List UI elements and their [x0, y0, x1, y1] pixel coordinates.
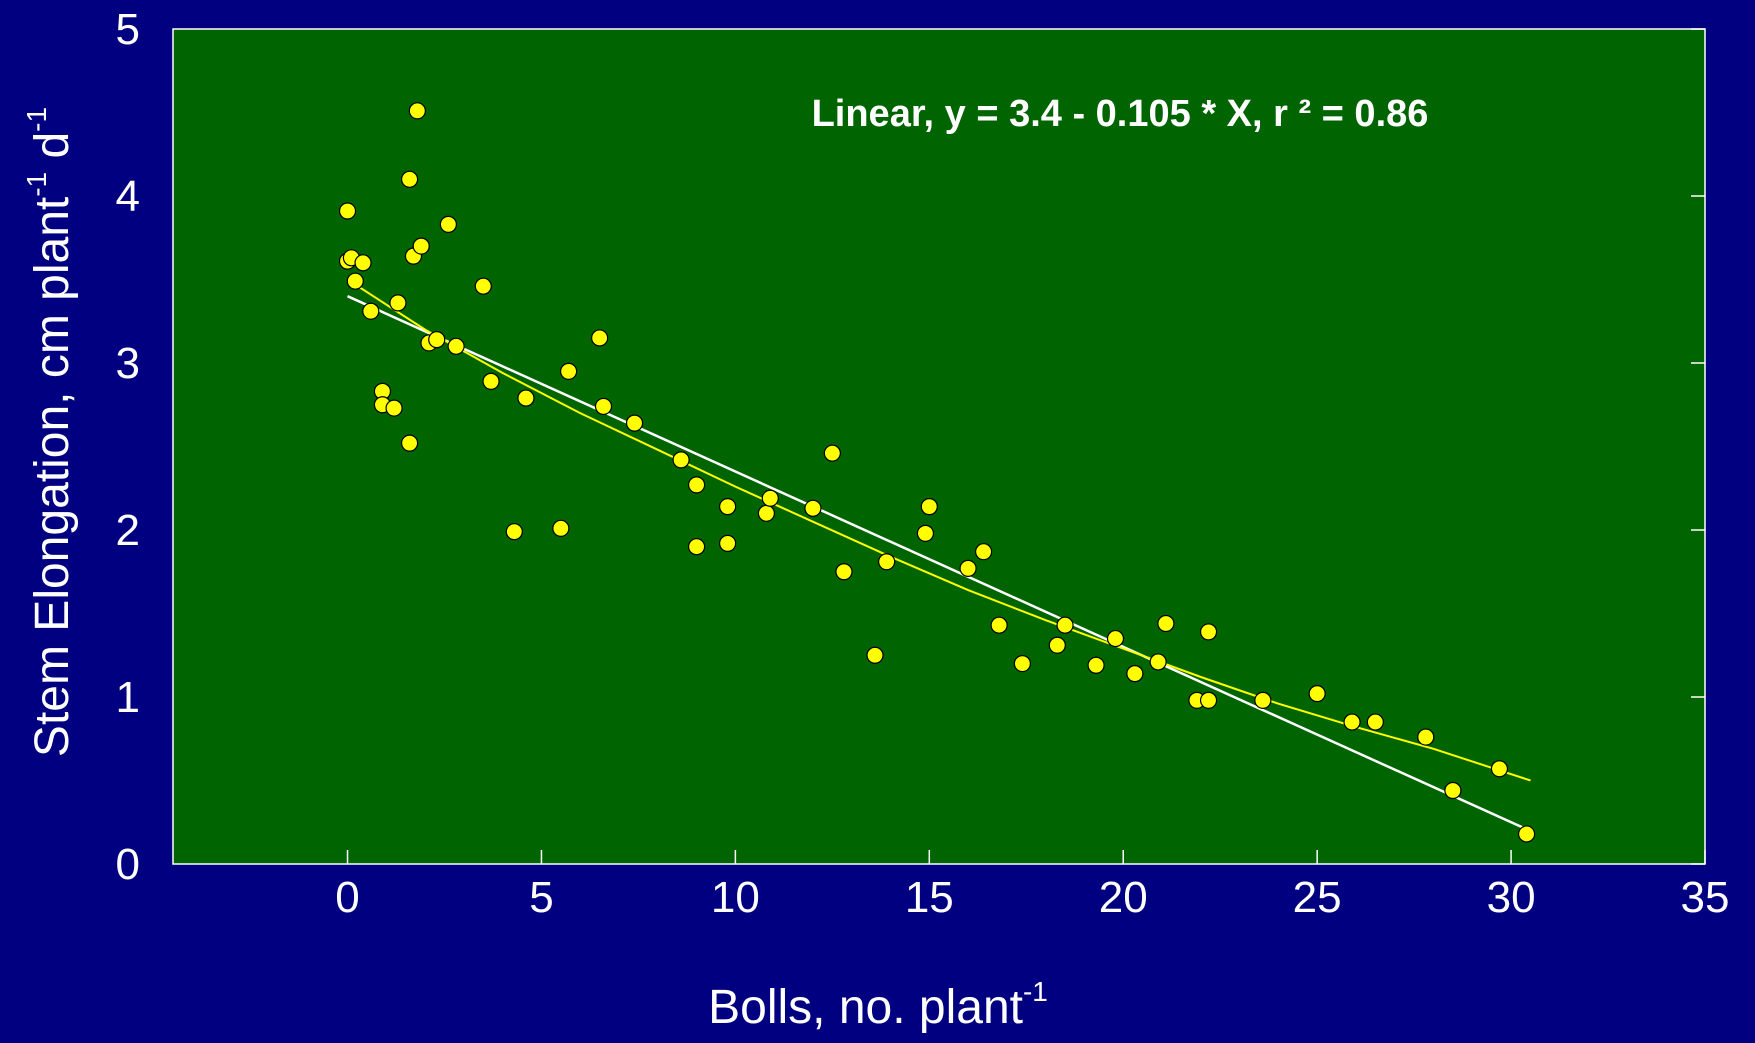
data-point — [1126, 665, 1144, 683]
data-point — [439, 215, 457, 233]
data-point — [338, 202, 357, 220]
data-point — [1417, 728, 1435, 746]
linear-fit-line — [347, 295, 1531, 833]
data-point — [505, 523, 523, 541]
data-point — [560, 362, 578, 380]
data-point — [1149, 653, 1167, 671]
data-point — [1048, 636, 1066, 654]
data-points — [338, 102, 1536, 843]
y-tick-label: 1 — [116, 673, 140, 722]
data-point — [672, 451, 690, 469]
y-axis-title-sup1: -1 — [21, 172, 52, 197]
y-axis-tick-labels: 0 1 2 3 4 5 — [116, 5, 140, 889]
x-tick-label: 35 — [1681, 873, 1730, 922]
data-point — [1157, 614, 1175, 633]
data-point — [1343, 713, 1361, 731]
data-point — [687, 476, 706, 494]
data-point — [1366, 713, 1384, 731]
data-point — [1199, 623, 1218, 641]
y-axis-title-main: Stem Elongation, cm plant — [26, 197, 79, 757]
data-point — [866, 646, 884, 664]
data-point — [719, 534, 737, 552]
data-point — [1254, 691, 1272, 709]
x-axis-ticks — [346, 850, 1706, 864]
data-point — [757, 504, 776, 522]
x-tick-label: 0 — [335, 873, 359, 922]
x-tick-label: 30 — [1487, 873, 1536, 922]
data-point — [1087, 656, 1105, 674]
data-point — [385, 399, 403, 417]
data-point — [1106, 629, 1125, 648]
data-point — [625, 414, 644, 432]
data-point — [346, 272, 364, 290]
data-point — [878, 553, 896, 571]
data-point — [354, 254, 372, 272]
x-tick-label: 5 — [529, 873, 553, 922]
data-point — [1056, 616, 1074, 634]
data-point — [408, 102, 426, 120]
y-tick-label: 3 — [116, 339, 140, 388]
data-point — [389, 294, 407, 312]
y-axis-title-sup2: -1 — [21, 107, 52, 132]
data-point — [975, 543, 993, 561]
data-point — [1490, 760, 1509, 778]
data-point — [474, 277, 492, 295]
data-point — [362, 302, 380, 320]
data-point — [400, 434, 419, 452]
data-point — [804, 499, 822, 517]
data-point — [761, 489, 779, 507]
data-point — [594, 397, 613, 416]
data-point — [719, 498, 737, 516]
data-point — [1199, 691, 1218, 709]
data-point — [916, 524, 935, 542]
plot-area — [172, 28, 1706, 865]
x-axis-title-main: Bolls, no. plant — [708, 981, 1023, 1034]
data-point — [1308, 685, 1326, 703]
x-tick-label: 20 — [1099, 873, 1148, 922]
y-axis-title-mid: d — [26, 132, 79, 172]
data-point — [400, 170, 419, 188]
data-point — [412, 237, 430, 255]
data-point — [428, 331, 446, 349]
data-point — [517, 389, 535, 407]
y-tick-label: 5 — [116, 5, 140, 54]
x-tick-label: 15 — [905, 873, 954, 922]
y-tick-label: 2 — [116, 506, 140, 555]
data-point — [591, 329, 609, 347]
x-axis-tick-labels: 0 5 10 15 20 25 30 35 — [335, 873, 1729, 922]
data-point — [1013, 654, 1031, 673]
y-tick-label: 4 — [116, 172, 140, 221]
data-point — [920, 498, 938, 516]
data-point — [1517, 825, 1536, 843]
data-point — [835, 563, 853, 581]
data-point — [552, 519, 570, 537]
data-point — [447, 337, 465, 355]
y-axis-title: Stem Elongation, cm plant-1 d-1 — [21, 107, 79, 757]
y-tick-label: 0 — [116, 840, 140, 889]
regression-annotation: Linear, y = 3.4 - 0.105 * X, r ² = 0.86 — [812, 93, 1429, 135]
data-point — [823, 444, 841, 462]
data-point — [1444, 781, 1462, 800]
x-tick-label: 25 — [1293, 873, 1342, 922]
data-point — [687, 538, 706, 556]
data-point — [990, 616, 1008, 634]
data-point — [959, 559, 977, 578]
x-tick-label: 10 — [711, 873, 760, 922]
data-point — [482, 372, 500, 390]
x-axis-title-sup: -1 — [1023, 976, 1048, 1007]
curve-fit-line — [346, 278, 1531, 782]
x-axis-title: Bolls, no. plant-1 — [708, 976, 1048, 1034]
y-axis-ticks — [1691, 28, 1705, 865]
